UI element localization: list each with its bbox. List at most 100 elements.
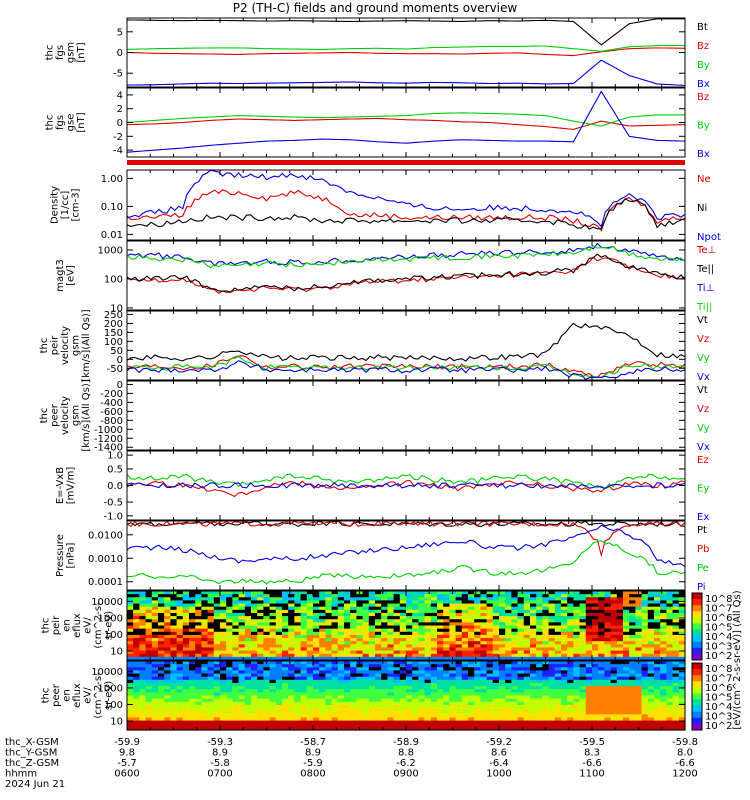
- legend-efield: Ez: [697, 455, 709, 466]
- ylabel-peer-spec: thc: [41, 688, 52, 704]
- colorbar-peir-tick: 10^6: [705, 613, 732, 624]
- ylabel-temp: magt3: [55, 259, 66, 292]
- ytick-label-peer-spec: 1000: [98, 683, 123, 694]
- ytick-label-peir-spec: 1000: [98, 613, 123, 624]
- ephem-value: 0900: [393, 769, 418, 780]
- ylabel-efield: E=-VxB: [55, 467, 66, 504]
- ephem-value: 0600: [114, 769, 139, 780]
- colorbar-peir-tick: 10^5: [705, 623, 732, 634]
- legend-fgs-gse: Bz: [697, 92, 709, 103]
- legend-pressure: Pe: [697, 563, 709, 574]
- ytick-label-efield: 1.0: [107, 451, 123, 462]
- series-fgs-gse-Bx: [126, 90, 686, 153]
- legend-temp: Ti||: [696, 302, 712, 313]
- ytick-label-density: 0.10: [101, 202, 123, 213]
- legend-temp: Ti⊥: [696, 283, 714, 294]
- series-fgs-gse-By: [126, 112, 685, 127]
- ytick-label-peer-vel: -400: [100, 398, 123, 409]
- colorbar-label: [eV/(cm^2-s-sr-eV)] (All Qs): [732, 590, 743, 729]
- ytick-label-density: 0.01: [101, 230, 123, 241]
- panel-frame-efield: [126, 450, 686, 521]
- ylabel-peer-vel: thc: [39, 408, 50, 424]
- ephem-value: -5.8: [210, 758, 230, 769]
- ephem-value: -58.7: [300, 737, 326, 748]
- legend-temp: Te||: [696, 264, 714, 275]
- legend-peir-vel: Vy: [697, 353, 710, 364]
- legend-fgs-gsm: Bt: [697, 22, 708, 33]
- ylabel-peir-spec: eV/: [83, 617, 94, 634]
- ephem-value: 8.6: [491, 748, 507, 759]
- panel-frame-fgs-gse: [126, 87, 686, 158]
- ylabel-peir-spec: eflux: [72, 613, 83, 638]
- ylabel-density: [cm-3]: [71, 188, 82, 221]
- legend-fgs-gsm: By: [697, 60, 710, 71]
- colorbar-peer-tick: 10^8: [705, 664, 732, 675]
- ytick-label-fgs-gse: -2: [113, 132, 123, 143]
- ephem-value: 1000: [486, 769, 511, 780]
- ephem-value: -59.8: [672, 737, 698, 748]
- series-peir-vel-Vt: [126, 322, 686, 362]
- legend-pressure: Pi: [697, 582, 706, 593]
- ephem-value: -59.2: [486, 737, 512, 748]
- ephem-value: 1200: [672, 769, 697, 780]
- series-pressure-Pi: [126, 524, 686, 568]
- colorbar-peir-tick: 10^3: [705, 642, 732, 653]
- ephem-value: -58.9: [393, 737, 419, 748]
- ytick-label-temp: 100: [104, 274, 123, 285]
- ylabel-temp: [eV]: [65, 265, 76, 286]
- series-density-Ne: [126, 189, 686, 232]
- ephem-value: 8.8: [398, 748, 414, 759]
- panel-frame-fgs-gsm: [126, 17, 686, 88]
- date-label: 2024 Jun 21: [5, 779, 65, 790]
- panel-frame-peir-vel: [126, 310, 686, 381]
- ytick-label-fgs-gse: 4: [117, 90, 123, 101]
- ytick-label-peer-vel: -800: [100, 416, 123, 427]
- ylabel-peir-vel: [km/s](All Qs)]: [81, 309, 92, 381]
- series-efield-Ex: [126, 481, 686, 490]
- legend-density: Npot: [697, 232, 721, 243]
- ephem-value: -59.5: [579, 737, 605, 748]
- ephem-row-label: hhmm: [5, 769, 37, 780]
- ephem-value: -5.9: [303, 758, 323, 769]
- ylabel-fgs-gsm: thc: [44, 45, 55, 61]
- ytick-label-peer-vel: -1400: [94, 443, 123, 454]
- ylabel-peer-vel: peer: [50, 403, 61, 427]
- series-temp-Ti: [126, 242, 686, 267]
- ephem-value: -6.6: [675, 758, 695, 769]
- ytick-label-efield: -1.0: [103, 511, 123, 522]
- ylabel-peer-spec: sr-eV): [104, 681, 115, 710]
- ylabel-peir-vel: thc: [39, 338, 50, 354]
- ephem-value: -59.3: [207, 737, 233, 748]
- ephem-value: 9.8: [119, 748, 135, 759]
- ytick-label-density: 1.00: [101, 174, 123, 185]
- series-efield-Ey: [126, 473, 686, 490]
- series-temp-Te: [126, 256, 686, 294]
- colorbar-peer-tick: 10^5: [705, 693, 732, 704]
- series-pressure-Pb: [126, 520, 686, 558]
- ylabel-peer-spec: peer: [51, 683, 62, 707]
- ytick-label-fgs-gsm: 5: [117, 27, 123, 38]
- ylabel-pressure: Pressure: [55, 534, 66, 577]
- legend-temp: Te⊥: [696, 245, 716, 256]
- legend-fgs-gse: Bx: [697, 149, 710, 160]
- panel-frame-peer-vel: [126, 380, 686, 451]
- ylabel-fgs-gsm: gsm: [65, 42, 76, 63]
- ytick-label-peir-vel: 250: [104, 310, 123, 321]
- ephem-value: 8.9: [305, 748, 321, 759]
- ytick-label-temp: 10: [110, 303, 123, 314]
- ytick-label-peer-spec: 100: [104, 700, 123, 711]
- ytick-label-efield: 0.0: [107, 481, 123, 492]
- colorbar-peer-tick: 10^7: [705, 674, 732, 685]
- ylabel-peer-spec: eflux: [72, 683, 83, 708]
- panel-frame-temp: [126, 240, 686, 311]
- ylabel-peer-spec: en: [62, 689, 73, 702]
- colorbar-peir-frame: [691, 592, 703, 661]
- legend-peir-vel: Vt: [697, 315, 708, 326]
- ephem-value: -6.6: [582, 758, 602, 769]
- series-fgs-gsm-By: [126, 45, 685, 52]
- ephem-value: 8.3: [584, 748, 600, 759]
- ephem-value: 0800: [300, 769, 325, 780]
- ytick-label-peir-vel: 200: [104, 319, 123, 330]
- colorbar-peir-tick: 10^7: [705, 604, 732, 615]
- ytick-label-peer-vel: -600: [100, 407, 123, 418]
